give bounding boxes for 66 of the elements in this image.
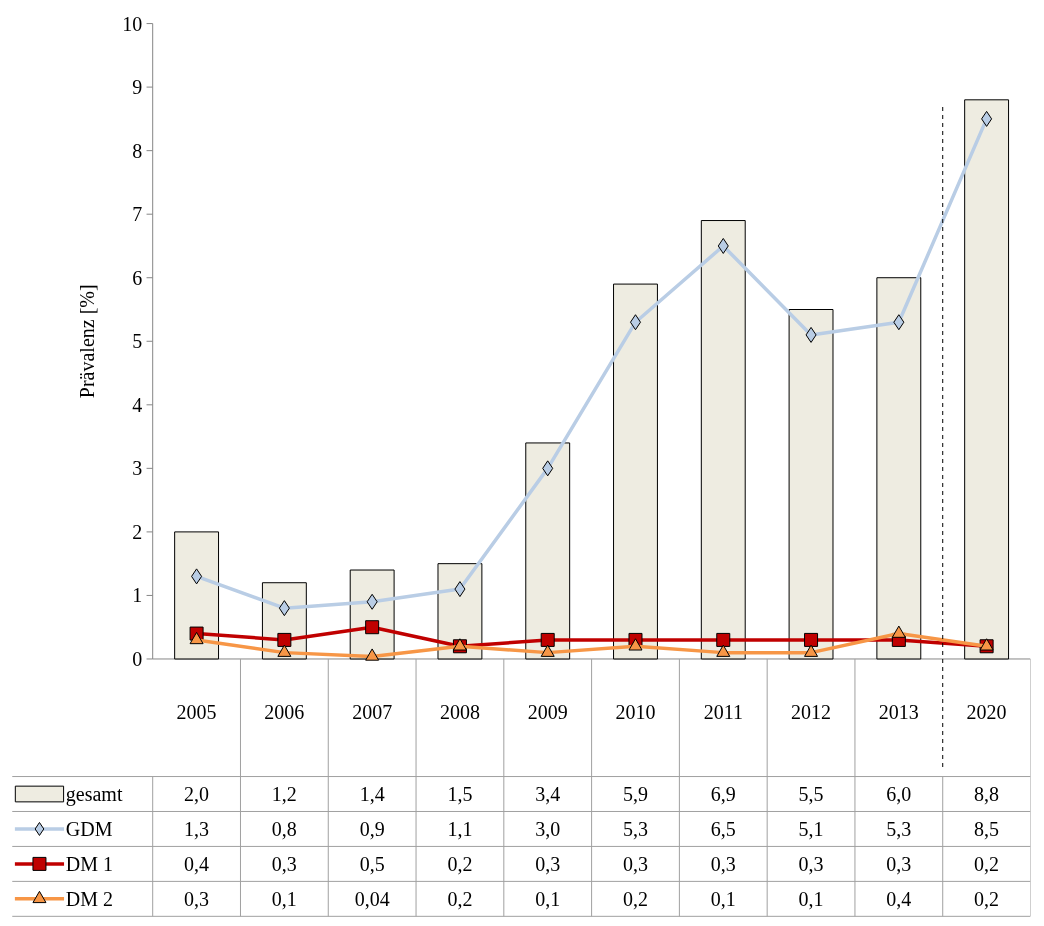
data-label: 6,5 xyxy=(710,817,736,840)
data-label: 0,9 xyxy=(359,817,385,840)
data-label: 0,5 xyxy=(359,852,385,875)
y-tick-label: 0 xyxy=(132,647,143,670)
x-tick-label: 2009 xyxy=(527,700,568,723)
data-label: 0,3 xyxy=(798,852,824,875)
y-tick-label: 8 xyxy=(132,139,143,162)
y-tick-label: 1 xyxy=(132,584,143,607)
y-tick-label: 2 xyxy=(132,520,143,543)
legend-label: DM 2 xyxy=(65,887,114,910)
data-label: 0,3 xyxy=(184,887,210,910)
data-label: 5,3 xyxy=(622,817,648,840)
data-label: 0,3 xyxy=(886,852,912,875)
data-label: 6,9 xyxy=(710,783,736,806)
data-label: 1,3 xyxy=(184,817,210,840)
y-tick-label: 10 xyxy=(122,12,143,35)
data-label: 8,8 xyxy=(974,783,1000,806)
data-label: 0,1 xyxy=(710,887,736,910)
data-label: 5,1 xyxy=(798,817,824,840)
y-axis-title: Prävalenz [%] xyxy=(75,284,98,399)
data-label: 5,9 xyxy=(622,783,648,806)
data-label: 0,8 xyxy=(271,817,297,840)
data-label: 0,1 xyxy=(798,887,824,910)
data-label: 1,2 xyxy=(271,783,297,806)
data-label: 0,4 xyxy=(886,887,912,910)
data-label: 0,04 xyxy=(354,887,390,910)
legend-label: DM 1 xyxy=(65,852,114,875)
x-tick-label: 2005 xyxy=(176,700,217,723)
data-label: 0,3 xyxy=(271,852,297,875)
data-label: 0,3 xyxy=(535,852,561,875)
data-label: 1,5 xyxy=(447,783,473,806)
data-label: 0,4 xyxy=(184,852,210,875)
data-label: 0,3 xyxy=(710,852,736,875)
x-tick-label: 2007 xyxy=(352,700,393,723)
x-tick-label: 2008 xyxy=(439,700,480,723)
data-label: 0,2 xyxy=(447,887,473,910)
data-label: 3,0 xyxy=(535,817,561,840)
y-tick-label: 9 xyxy=(132,76,143,99)
data-label: 0,2 xyxy=(622,887,648,910)
data-label: 1,1 xyxy=(447,817,473,840)
x-tick-label: 2006 xyxy=(264,700,305,723)
y-tick-label: 5 xyxy=(132,330,143,353)
y-tick-label: 3 xyxy=(132,457,143,480)
data-label: 1,4 xyxy=(359,783,385,806)
y-tick-label: 4 xyxy=(132,393,143,416)
data-label: 5,5 xyxy=(798,783,824,806)
y-tick-label: 7 xyxy=(132,203,143,226)
legend-label: GDM xyxy=(65,817,113,840)
data-label: 0,2 xyxy=(974,887,1000,910)
data-label: 0,2 xyxy=(974,852,1000,875)
data-label: 6,0 xyxy=(886,783,912,806)
data-label: 0,2 xyxy=(447,852,473,875)
x-tick-label: 2020 xyxy=(966,700,1007,723)
data-label: 2,0 xyxy=(184,783,210,806)
legend-label: gesamt xyxy=(65,783,123,807)
data-label: 3,4 xyxy=(535,783,561,806)
x-tick-label: 2013 xyxy=(878,700,919,723)
data-label: 0,3 xyxy=(622,852,648,875)
y-tick-label: 6 xyxy=(132,266,143,289)
x-tick-label: 2010 xyxy=(615,700,656,723)
data-label: 5,3 xyxy=(886,817,912,840)
x-tick-label: 2011 xyxy=(703,700,743,723)
x-tick-label: 2012 xyxy=(791,700,832,723)
data-label: 8,5 xyxy=(974,817,1000,840)
data-label: 0,1 xyxy=(271,887,297,910)
data-label: 0,1 xyxy=(535,887,561,910)
